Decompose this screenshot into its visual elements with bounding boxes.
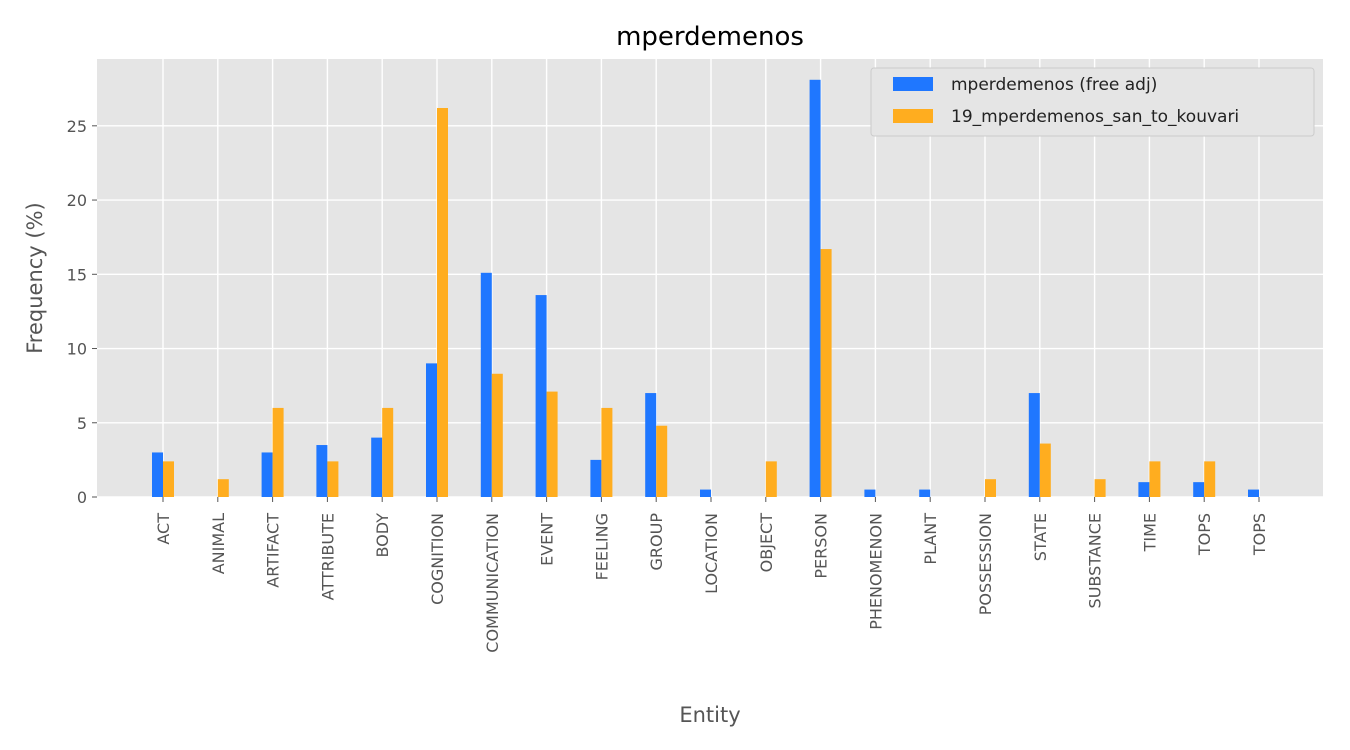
legend-label-series-1: mperdemenos (free adj): [951, 75, 1157, 95]
bar-series-1: [809, 79, 821, 497]
x-tick-label: PERSON: [812, 513, 831, 579]
y-tick-label: 0: [77, 488, 87, 507]
bar-series-2: [163, 461, 174, 497]
bar-series-1: [152, 452, 163, 497]
x-tick-label: LOCATION: [702, 513, 721, 594]
legend-box: [870, 67, 1315, 137]
x-tick-label: ACT: [154, 513, 173, 545]
bar-series-1: [261, 452, 273, 497]
bar-series-1: [645, 393, 657, 497]
bar-series-1: [700, 489, 711, 497]
x-tick-label: COMMUNICATION: [483, 513, 502, 653]
x-tick-label: PLANT: [921, 513, 940, 565]
bar-series-1: [919, 489, 931, 497]
bar-series-2: [1094, 479, 1106, 497]
x-tick-label: TOPS: [1250, 513, 1269, 556]
bar-series-1: [1028, 393, 1040, 497]
bar-series-1: [1248, 489, 1259, 497]
y-axis-title: Frequency (%): [23, 202, 47, 354]
x-tick-label: ANIMAL: [209, 513, 228, 574]
legend-swatch-series-2: [893, 109, 933, 123]
bar-series-1: [535, 295, 547, 497]
bar-series-1: [426, 363, 437, 497]
y-ticks: 0 5 10 15 20 25: [67, 117, 97, 507]
x-tick-label: FEELING: [592, 513, 611, 580]
bar-series-1: [1193, 482, 1205, 497]
y-tick-label: 15: [67, 265, 87, 284]
bar-series-2: [437, 107, 448, 497]
x-tick-label: TIME: [1140, 513, 1159, 552]
bar-series-2: [272, 407, 284, 497]
bar-series-2: [491, 373, 503, 497]
bar-series-2: [820, 249, 832, 497]
x-tick-label: GROUP: [647, 513, 666, 571]
bar-series-1: [480, 272, 492, 497]
bar-series-2: [1204, 461, 1216, 497]
bar-series-1: [590, 459, 602, 497]
bar-series-2: [217, 479, 229, 497]
x-tick-label: TOPS: [1195, 513, 1214, 556]
legend-label-series-2: 19_mperdemenos_san_to_kouvari: [951, 107, 1239, 127]
x-ticks: ACT ANIMAL ARTIFACT ATTRIBUTE BODY COGNITION C…: [154, 497, 1269, 653]
x-tick-label: OBJECT: [757, 513, 776, 573]
bar-series-2: [601, 407, 613, 497]
x-tick-label: SUBSTANCE: [1086, 513, 1105, 608]
bar-series-1: [371, 437, 383, 497]
bar-series-2: [656, 425, 668, 497]
bar-series-2: [765, 461, 777, 497]
bar-series-1: [316, 445, 328, 497]
x-tick-label: BODY: [373, 513, 392, 558]
bar-series-2: [546, 391, 558, 497]
bar-series-1: [1138, 482, 1150, 497]
bar-series-2: [1039, 443, 1051, 497]
y-tick-label: 5: [77, 414, 87, 433]
x-axis-title: Entity: [679, 703, 740, 727]
x-tick-label: EVENT: [538, 513, 557, 566]
chart-title: mperdemenos: [616, 22, 804, 52]
y-tick-label: 25: [67, 117, 87, 136]
bars: [152, 79, 1259, 497]
x-tick-label: POSSESSION: [976, 513, 995, 615]
x-tick-label: ATTRIBUTE: [318, 513, 337, 600]
legend: mperdemenos (free adj) 19_mperdemenos_sa…: [870, 67, 1315, 137]
bar-series-2: [1149, 461, 1161, 497]
bar-series-2: [985, 479, 996, 497]
bar-series-1: [864, 489, 876, 497]
y-tick-label: 10: [67, 340, 87, 359]
x-tick-label: COGNITION: [428, 513, 447, 605]
y-tick-label: 20: [67, 191, 87, 210]
x-tick-label: ARTIFACT: [264, 513, 283, 588]
x-tick-label: STATE: [1031, 513, 1050, 561]
bar-series-2: [327, 461, 339, 497]
x-tick-label: PHENOMENON: [866, 513, 885, 630]
bar-series-2: [382, 407, 394, 497]
legend-swatch-series-1: [893, 77, 933, 91]
